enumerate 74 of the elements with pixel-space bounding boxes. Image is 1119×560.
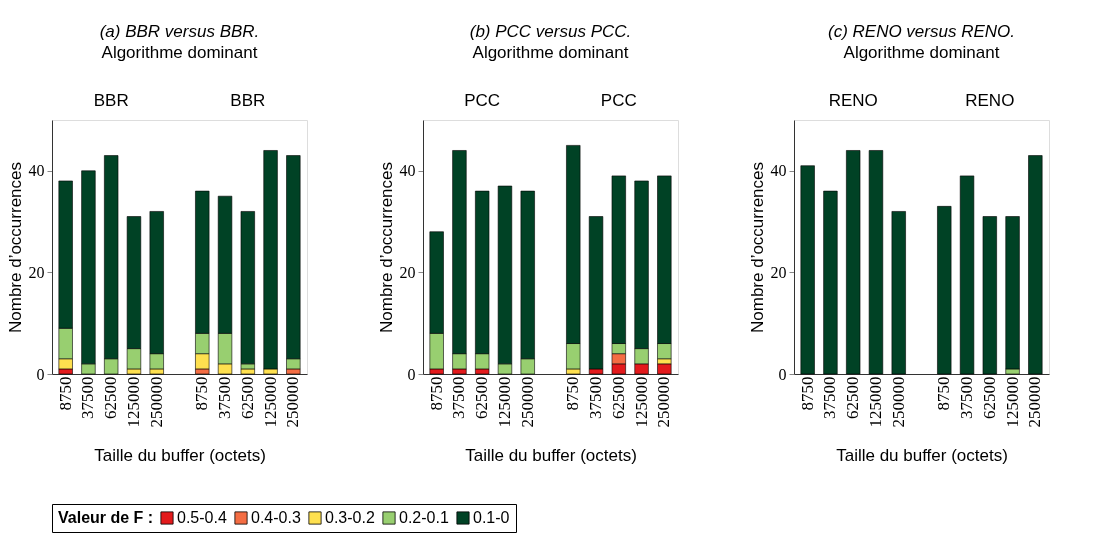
legend-label: 0.3-0.2 [325, 509, 375, 526]
text: RENO [828, 91, 878, 110]
text: PCC [464, 91, 501, 110]
y-axis-title: Nombre d’occurrences [376, 161, 396, 334]
x-tick-label: 62500 [101, 376, 121, 419]
x-tick-label: 125000 [260, 376, 280, 428]
x-tick-label: 125000 [631, 376, 651, 428]
x-axis-title: Taille du buffer (octets) [836, 445, 1008, 465]
x-tick-label: 37500 [78, 376, 98, 419]
x-tick-label: 37500 [449, 376, 469, 419]
x-tick-label: 8750 [426, 376, 446, 411]
x-tick-label: 8750 [797, 376, 817, 411]
x-tick-label: 62500 [472, 376, 492, 419]
x-tick-label: 8750 [192, 376, 212, 411]
chart-subtitle: Algorithme dominant [472, 43, 629, 62]
text: BBR [93, 91, 129, 110]
text: RENO [965, 91, 1015, 110]
y-tick-label: 0 [778, 365, 787, 383]
bar [937, 206, 952, 375]
x-tick-label: 62500 [979, 376, 999, 419]
legend-label: 0.1-0 [473, 509, 510, 526]
chart-title: (a) BBR versus BBR. [99, 22, 260, 41]
text: PCC [600, 91, 637, 110]
x-tick-label: 37500 [820, 376, 840, 419]
y-tick-label: 0 [36, 365, 45, 383]
y-tick-label: 20 [770, 263, 787, 281]
chart-subtitle: Algorithme dominant [843, 43, 1000, 62]
chart-title: (b) PCC versus PCC. [469, 22, 632, 41]
text: BBR [230, 91, 266, 110]
y-axis-title: Nombre d’occurrences [5, 161, 25, 334]
x-tick-label: 125000 [865, 376, 885, 428]
bar [657, 363, 672, 375]
x-tick-label: 37500 [586, 376, 606, 419]
x-tick-label: 250000 [146, 376, 166, 428]
legend-label: 0.2-0.1 [399, 509, 449, 526]
bar [1028, 155, 1043, 375]
x-axis-title: Taille du buffer (octets) [94, 445, 266, 465]
x-tick-label: 62500 [608, 376, 628, 419]
legend-title: Valeur de F : [58, 509, 154, 526]
bar [846, 150, 861, 375]
bar [959, 175, 975, 375]
chart-subtitle: Algorithme dominant [101, 43, 258, 62]
x-tick-label: 37500 [957, 376, 977, 419]
x-tick-label: 125000 [123, 376, 143, 428]
x-tick-label: 125000 [494, 376, 514, 428]
bar [823, 190, 838, 375]
x-axis-title: Taille du buffer (octets) [465, 445, 637, 465]
x-tick-label: 250000 [654, 376, 674, 428]
x-tick-label: 8750 [934, 376, 954, 411]
bar [868, 150, 884, 375]
x-tick-label: 8750 [563, 376, 583, 411]
x-tick-label: 8750 [55, 376, 75, 411]
y-tick-label: 40 [28, 162, 45, 180]
y-tick-label: 20 [399, 263, 416, 281]
bar [800, 165, 815, 375]
bar [982, 216, 997, 375]
chart-title: (c) RENO versus RENO. [827, 22, 1016, 41]
x-tick-label: 125000 [1002, 376, 1022, 428]
y-tick-label: 20 [28, 263, 45, 281]
x-tick-label: 62500 [843, 376, 863, 419]
legend-label: 0.4-0.3 [251, 509, 301, 526]
legend-label: 0.5-0.4 [177, 509, 227, 526]
x-tick-label: 37500 [215, 376, 235, 419]
x-tick-label: 62500 [237, 376, 257, 419]
x-tick-label: 250000 [888, 376, 908, 428]
bar [891, 211, 906, 375]
x-tick-label: 250000 [283, 376, 303, 428]
y-axis-title: Nombre d’occurrences [747, 161, 767, 334]
bar [240, 368, 255, 375]
x-tick-label: 250000 [1025, 376, 1045, 428]
y-tick-label: 0 [407, 365, 416, 383]
y-tick-label: 40 [770, 162, 787, 180]
y-tick-label: 40 [399, 162, 416, 180]
x-tick-label: 250000 [517, 376, 537, 428]
